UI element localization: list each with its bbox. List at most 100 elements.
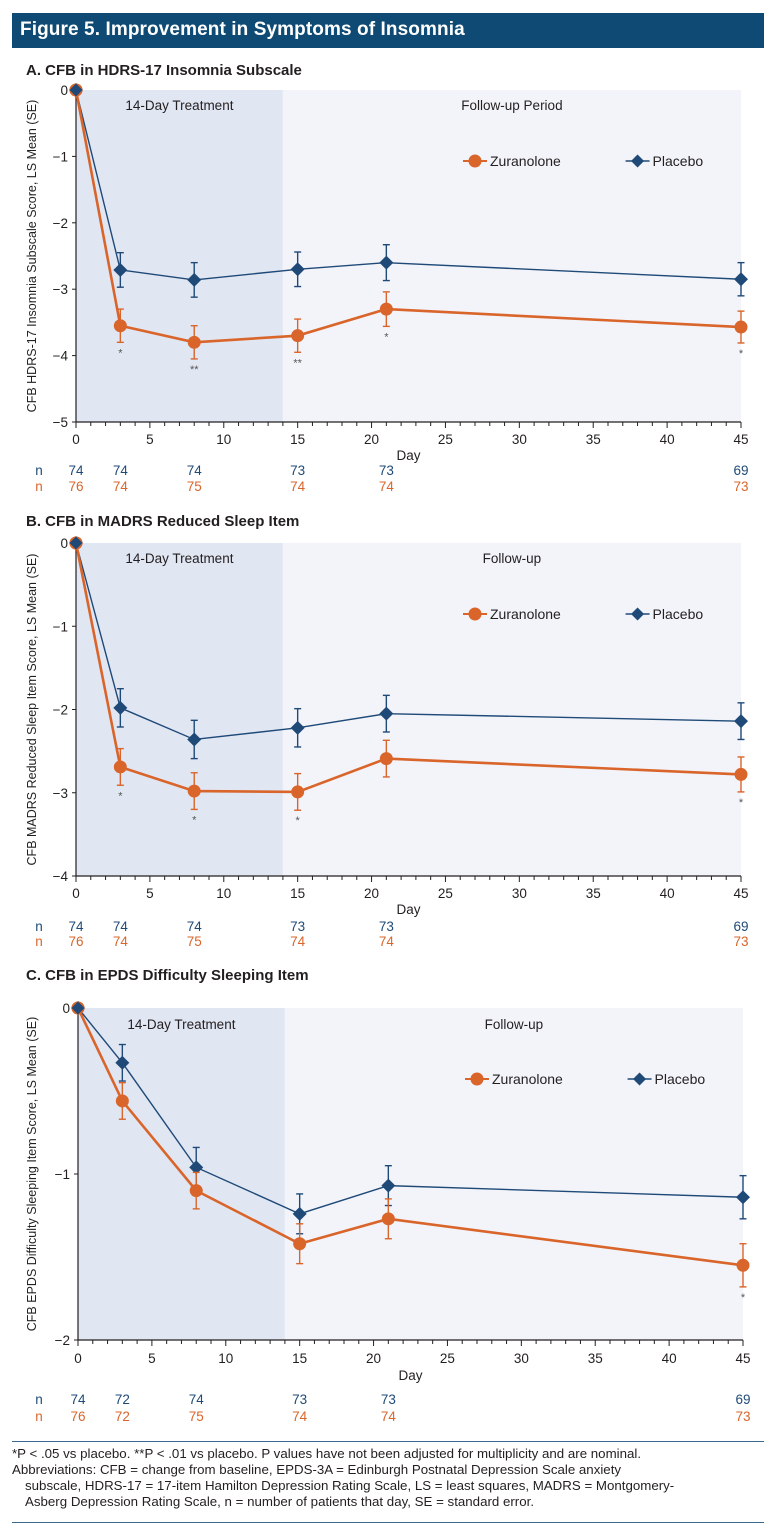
x-tick-label: 20 [366, 1351, 381, 1366]
significance-marker: ** [293, 357, 302, 369]
significance-marker: * [118, 790, 123, 802]
zuranolone-n-value: 73 [733, 934, 748, 949]
legend-placebo-label: Placebo [655, 1071, 706, 1087]
zuranolone-point [113, 760, 127, 774]
x-axis-label: Day [396, 902, 420, 917]
placebo-line [75, 542, 742, 741]
followup-region-label: Follow-up [485, 1017, 544, 1032]
followup-region [282, 90, 741, 422]
placebo-point [187, 732, 202, 747]
zuranolone-n-value: 74 [292, 1409, 308, 1424]
legend-zuranolone-label: Zuranolone [490, 153, 561, 169]
significance-note: *P < .05 vs placebo. **P < .01 vs placeb… [12, 1446, 642, 1461]
placebo-n-value: 73 [292, 1392, 307, 1407]
zuranolone-point [736, 1258, 750, 1272]
significance-marker: * [384, 331, 389, 343]
placebo-n-value: 73 [290, 919, 305, 934]
n-row-label: n [35, 463, 43, 478]
placebo-n-value: 73 [381, 1392, 396, 1407]
zuranolone-n-value: 74 [379, 934, 395, 949]
significance-marker: ** [190, 364, 199, 376]
y-axis-label: CFB HDRS-17 Insomnia Subscale Score, LS … [25, 100, 39, 413]
x-axis-label: Day [398, 1368, 422, 1383]
zuranolone-point [379, 752, 393, 766]
baseline-placebo-point [69, 83, 83, 97]
n-row-label: n [35, 919, 43, 934]
x-tick-label: 35 [586, 886, 601, 901]
x-tick-label: 15 [290, 886, 305, 901]
zuranolone-point [189, 1184, 203, 1198]
placebo-n-value: 74 [187, 463, 203, 478]
x-tick-label: 30 [512, 886, 527, 901]
y-tick-label: 0 [62, 1001, 70, 1016]
n-row-label: n [35, 479, 43, 494]
x-tick-label: 40 [660, 886, 675, 901]
y-tick-label: −3 [53, 786, 68, 801]
x-tick-label: 40 [662, 1351, 677, 1366]
y-tick-label: −4 [53, 349, 69, 364]
x-tick-label: 15 [290, 432, 305, 447]
footnotes: *P < .05 vs placebo. **P < .01 vs placeb… [12, 1441, 764, 1523]
x-tick-label: 40 [660, 432, 675, 447]
x-tick-label: 25 [440, 1351, 455, 1366]
followup-region-label: Follow-up [483, 551, 542, 566]
zuranolone-n-value: 74 [290, 934, 306, 949]
y-tick-label: −2 [53, 703, 68, 718]
abbreviations-line-2: subscale, HDRS-17 = 17-item Hamilton Dep… [25, 1478, 675, 1493]
placebo-n-value: 74 [187, 919, 203, 934]
zuranolone-n-value: 75 [187, 934, 202, 949]
zuranolone-point [381, 1212, 395, 1226]
followup-region [282, 543, 741, 876]
placebo-n-value: 73 [379, 463, 394, 478]
zuranolone-point [291, 329, 305, 343]
legend-zuranolone-label: Zuranolone [492, 1071, 563, 1087]
placebo-point [187, 272, 202, 287]
y-axis-label: CFB MADRS Reduced Sleep Item Score, LS M… [25, 554, 39, 866]
y-axis-label: CFB EPDS Difficulty Sleeping Item Score,… [25, 1017, 39, 1331]
zuranolone-line [74, 89, 742, 344]
zuranolone-n-value: 74 [113, 934, 129, 949]
y-tick-label: −2 [55, 1333, 70, 1348]
x-tick-label: 10 [216, 886, 231, 901]
legend-placebo-marker [631, 154, 645, 168]
figure-title: Figure 5. Improvement in Symptoms of Ins… [20, 19, 465, 40]
placebo-point [290, 262, 305, 277]
treatment-region [76, 543, 283, 876]
legend-zuranolone-marker [470, 1072, 484, 1086]
placebo-n-value: 74 [68, 919, 84, 934]
placebo-point [381, 1178, 396, 1193]
legend-placebo-label: Placebo [653, 153, 704, 169]
x-tick-label: 25 [438, 432, 453, 447]
placebo-n-value: 69 [733, 919, 748, 934]
zuranolone-n-value: 74 [379, 479, 395, 494]
figure-header: Figure 5. Improvement in Symptoms of Ins… [12, 13, 764, 48]
significance-marker: * [296, 815, 301, 827]
zuranolone-point [379, 302, 393, 316]
zuranolone-point [291, 785, 305, 799]
zuranolone-n-value: 74 [381, 1409, 397, 1424]
followup-region [284, 1008, 743, 1340]
placebo-point [379, 255, 394, 270]
x-tick-label: 30 [512, 432, 527, 447]
x-tick-label: 45 [733, 432, 748, 447]
x-tick-label: 5 [148, 1351, 156, 1366]
significance-marker: * [741, 1292, 746, 1304]
y-tick-label: −1 [53, 149, 68, 164]
abbreviations-line-3: Asberg Depression Rating Scale, n = numb… [25, 1494, 535, 1509]
y-tick-label: 0 [60, 536, 68, 551]
zuranolone-point [113, 319, 127, 333]
y-tick-label: −1 [55, 1167, 70, 1182]
x-tick-label: 20 [364, 432, 379, 447]
zuranolone-point [115, 1094, 129, 1108]
y-tick-label: 0 [60, 83, 68, 98]
zuranolone-n-value: 76 [68, 479, 83, 494]
placebo-n-value: 74 [68, 463, 84, 478]
significance-marker: * [739, 348, 744, 360]
zuranolone-n-value: 76 [70, 1409, 85, 1424]
x-tick-label: 20 [364, 886, 379, 901]
chart-c-epds-sleep: 14-Day Treatment Follow-up 0 −1 −2 0 5 10 15 20 25… [25, 1001, 751, 1424]
x-tick-label: 10 [216, 432, 231, 447]
chart-a-hdrs-insomnia: 14-Day Treatment Follow-up Period 0 −1 −2 −3 −… [25, 83, 749, 494]
zuranolone-line [74, 542, 742, 794]
panel-c-title: C. CFB in EPDS Difficulty Sleeping Item [26, 967, 309, 984]
